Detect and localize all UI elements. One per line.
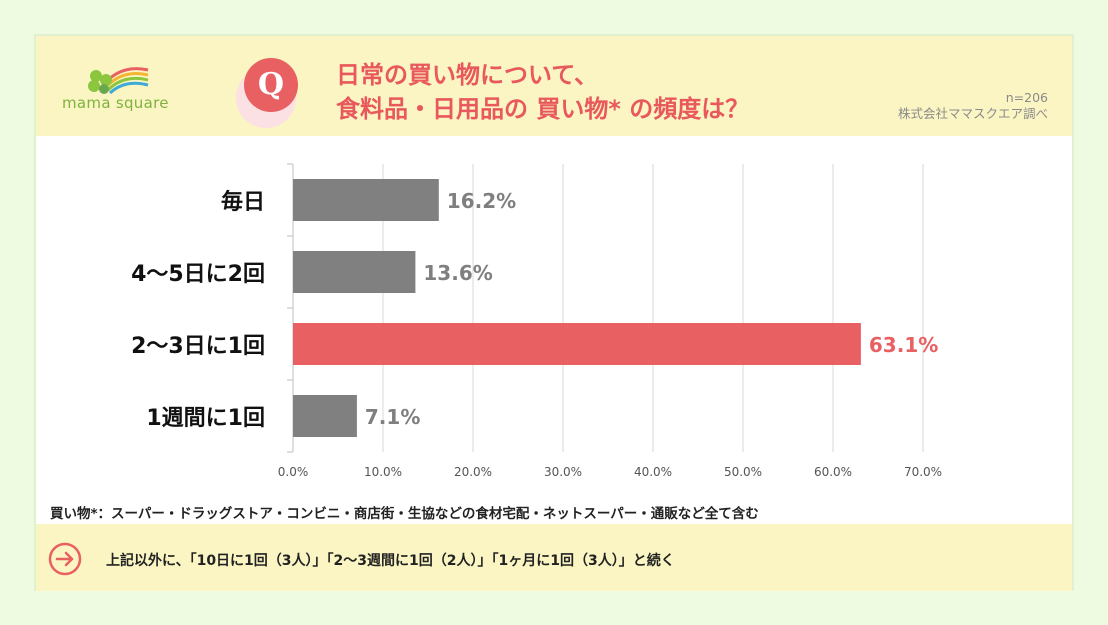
bar	[293, 179, 439, 221]
page-title: 日常の買い物について、 食料品・日用品の 買い物* の頻度は？	[336, 58, 749, 126]
x-tick-label: 30.0%	[544, 465, 582, 479]
bar	[293, 251, 416, 293]
title-line-1: 日常の買い物について、	[336, 61, 599, 89]
footnote: 買い物*：スーパー・ドラッグストア・コンビニ・商店街・生協などの食材宅配・ネット…	[50, 506, 759, 522]
bar	[293, 323, 861, 365]
question-icon: Q	[244, 58, 298, 112]
x-tick-label: 70.0%	[904, 465, 942, 479]
bar-chart-svg: 0.0% 10.0% 20.0% 30.0% 40.0% 50.0% 60.0% 70.0% 毎…	[131, 163, 942, 479]
sample-size: n=206	[1005, 90, 1048, 105]
data-label: 7.1%	[365, 405, 420, 429]
mama-square-logo: mama square	[60, 60, 180, 116]
data-label: 16.2%	[447, 189, 516, 213]
title-line-2: 食料品・日用品の 買い物* の頻度は？	[336, 95, 750, 123]
category-label: 2〜3日に1回	[131, 334, 265, 359]
survey-meta: n=206 株式会社ママスクエア調べ	[898, 90, 1048, 122]
footer-text: 上記以外に、「10日に1回（3人）」「2〜3週間に1回（2人）」「1ヶ月に1回（…	[106, 553, 675, 569]
bar-chart: 0.0% 10.0% 20.0% 30.0% 40.0% 50.0% 60.0% 70.0% 毎…	[36, 136, 1076, 506]
data-label: 13.6%	[423, 261, 492, 285]
x-tick-label: 60.0%	[814, 465, 852, 479]
clover-rainbow-icon	[88, 67, 149, 95]
x-tick-label: 20.0%	[454, 465, 492, 479]
bar	[293, 395, 357, 437]
x-tick-label: 40.0%	[634, 465, 672, 479]
footer-band: 上記以外に、「10日に1回（3人）」「2〜3週間に1回（2人）」「1ヶ月に1回（…	[36, 524, 1072, 591]
source-credit: 株式会社ママスクエア調べ	[897, 106, 1048, 121]
category-label: 4〜5日に2回	[131, 262, 265, 287]
infographic-card: mama square Q 日常の買い物について、 食料品・日用品の 買い物* …	[34, 34, 1074, 591]
x-tick-label: 0.0%	[278, 465, 309, 479]
arrow-right-circle-icon	[48, 542, 82, 576]
question-badge: Q	[236, 58, 304, 128]
logo-text: mama square	[62, 94, 169, 112]
category-label: 毎日	[221, 190, 265, 215]
x-tick-label: 50.0%	[724, 465, 762, 479]
header-band: mama square Q 日常の買い物について、 食料品・日用品の 買い物* …	[36, 36, 1072, 136]
x-tick-label: 10.0%	[364, 465, 402, 479]
category-label: 1週間に1回	[146, 406, 265, 431]
data-label: 63.1%	[869, 333, 938, 357]
